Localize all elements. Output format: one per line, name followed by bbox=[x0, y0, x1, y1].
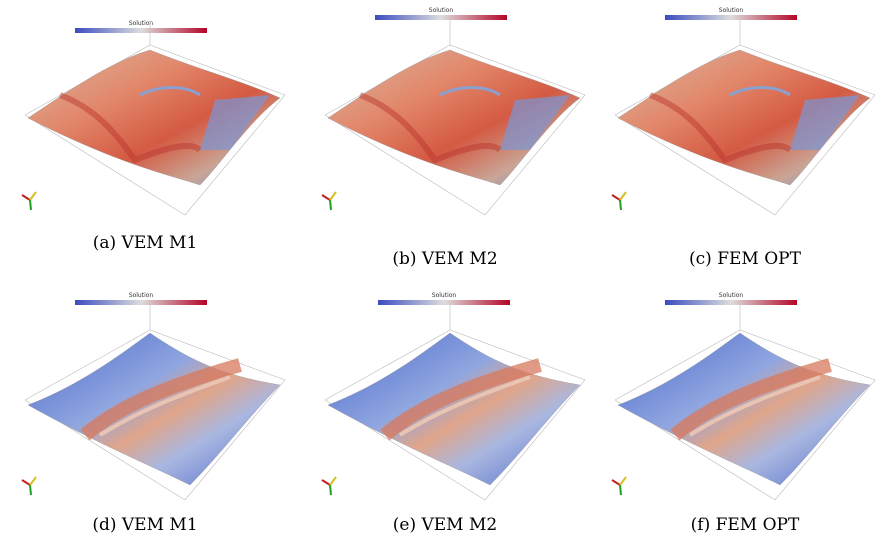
surface bbox=[617, 49, 871, 186]
colorbar bbox=[665, 300, 797, 305]
axis-triad bbox=[329, 476, 337, 486]
surface-feature bbox=[648, 92, 793, 164]
axis-triad bbox=[619, 199, 622, 211]
axis-triad bbox=[21, 479, 31, 486]
caption: (d) VEM M1 bbox=[92, 515, 197, 535]
axis-triad bbox=[29, 199, 32, 211]
panel: Solution (e) VEM M2 bbox=[321, 292, 586, 535]
axis-triad bbox=[321, 194, 331, 201]
panel: Solution (f) FEM OPT bbox=[611, 292, 876, 535]
axis-triad bbox=[29, 484, 32, 496]
axis-triad bbox=[611, 479, 621, 486]
axis-triad bbox=[619, 191, 627, 201]
axis-triad bbox=[29, 476, 37, 486]
axis-triad bbox=[321, 479, 331, 486]
colorbar-title: Solution bbox=[719, 7, 744, 14]
surface bbox=[27, 332, 281, 486]
surface-feature bbox=[358, 92, 503, 164]
axis-triad bbox=[29, 191, 37, 201]
surface-feature bbox=[58, 92, 203, 164]
colorbar bbox=[75, 300, 207, 305]
colorbar bbox=[378, 300, 510, 305]
surface-feature bbox=[80, 358, 242, 441]
surface-feature bbox=[380, 358, 542, 441]
panel: Solution (c) FEM OPT bbox=[611, 7, 876, 269]
surface bbox=[327, 49, 581, 186]
surface-feature bbox=[790, 95, 860, 150]
caption: (e) VEM M2 bbox=[393, 515, 497, 535]
surface bbox=[27, 49, 281, 186]
caption: (b) VEM M2 bbox=[392, 249, 497, 269]
caption: (f) FEM OPT bbox=[691, 515, 800, 535]
axis-triad bbox=[329, 199, 332, 211]
caption: (c) FEM OPT bbox=[689, 249, 802, 269]
surface-feature bbox=[688, 375, 821, 437]
axis-box bbox=[24, 329, 286, 501]
surface-feature bbox=[139, 86, 201, 97]
caption: (a) VEM M1 bbox=[93, 233, 198, 253]
colorbar bbox=[75, 28, 207, 33]
axis-triad bbox=[619, 476, 627, 486]
axis-triad bbox=[329, 191, 337, 201]
surface bbox=[617, 332, 871, 486]
colorbar-title: Solution bbox=[129, 20, 154, 27]
axis-triad bbox=[21, 194, 31, 201]
surface-feature bbox=[439, 86, 501, 97]
axis-box bbox=[614, 329, 876, 501]
surface-feature bbox=[500, 95, 570, 150]
surface-feature bbox=[398, 375, 531, 437]
colorbar-title: Solution bbox=[719, 292, 744, 299]
surface bbox=[327, 332, 581, 486]
surface-feature bbox=[670, 358, 832, 441]
colorbar bbox=[375, 15, 507, 20]
surface-feature bbox=[729, 86, 791, 97]
colorbar bbox=[665, 15, 797, 20]
colorbar-title: Solution bbox=[432, 292, 457, 299]
colorbar-title: Solution bbox=[429, 7, 454, 14]
panel: Solution (d) VEM M1 bbox=[21, 292, 286, 535]
axis-triad bbox=[611, 194, 621, 201]
axis-triad bbox=[329, 484, 332, 496]
surface-feature bbox=[98, 375, 231, 437]
colorbar-title: Solution bbox=[129, 292, 154, 299]
surface-feature bbox=[200, 95, 270, 150]
panel: Solution (b) VEM M2 bbox=[321, 7, 586, 269]
axis-box bbox=[324, 329, 586, 501]
panel: Solution (a) VEM M1 bbox=[21, 20, 286, 253]
axis-triad bbox=[619, 484, 622, 496]
